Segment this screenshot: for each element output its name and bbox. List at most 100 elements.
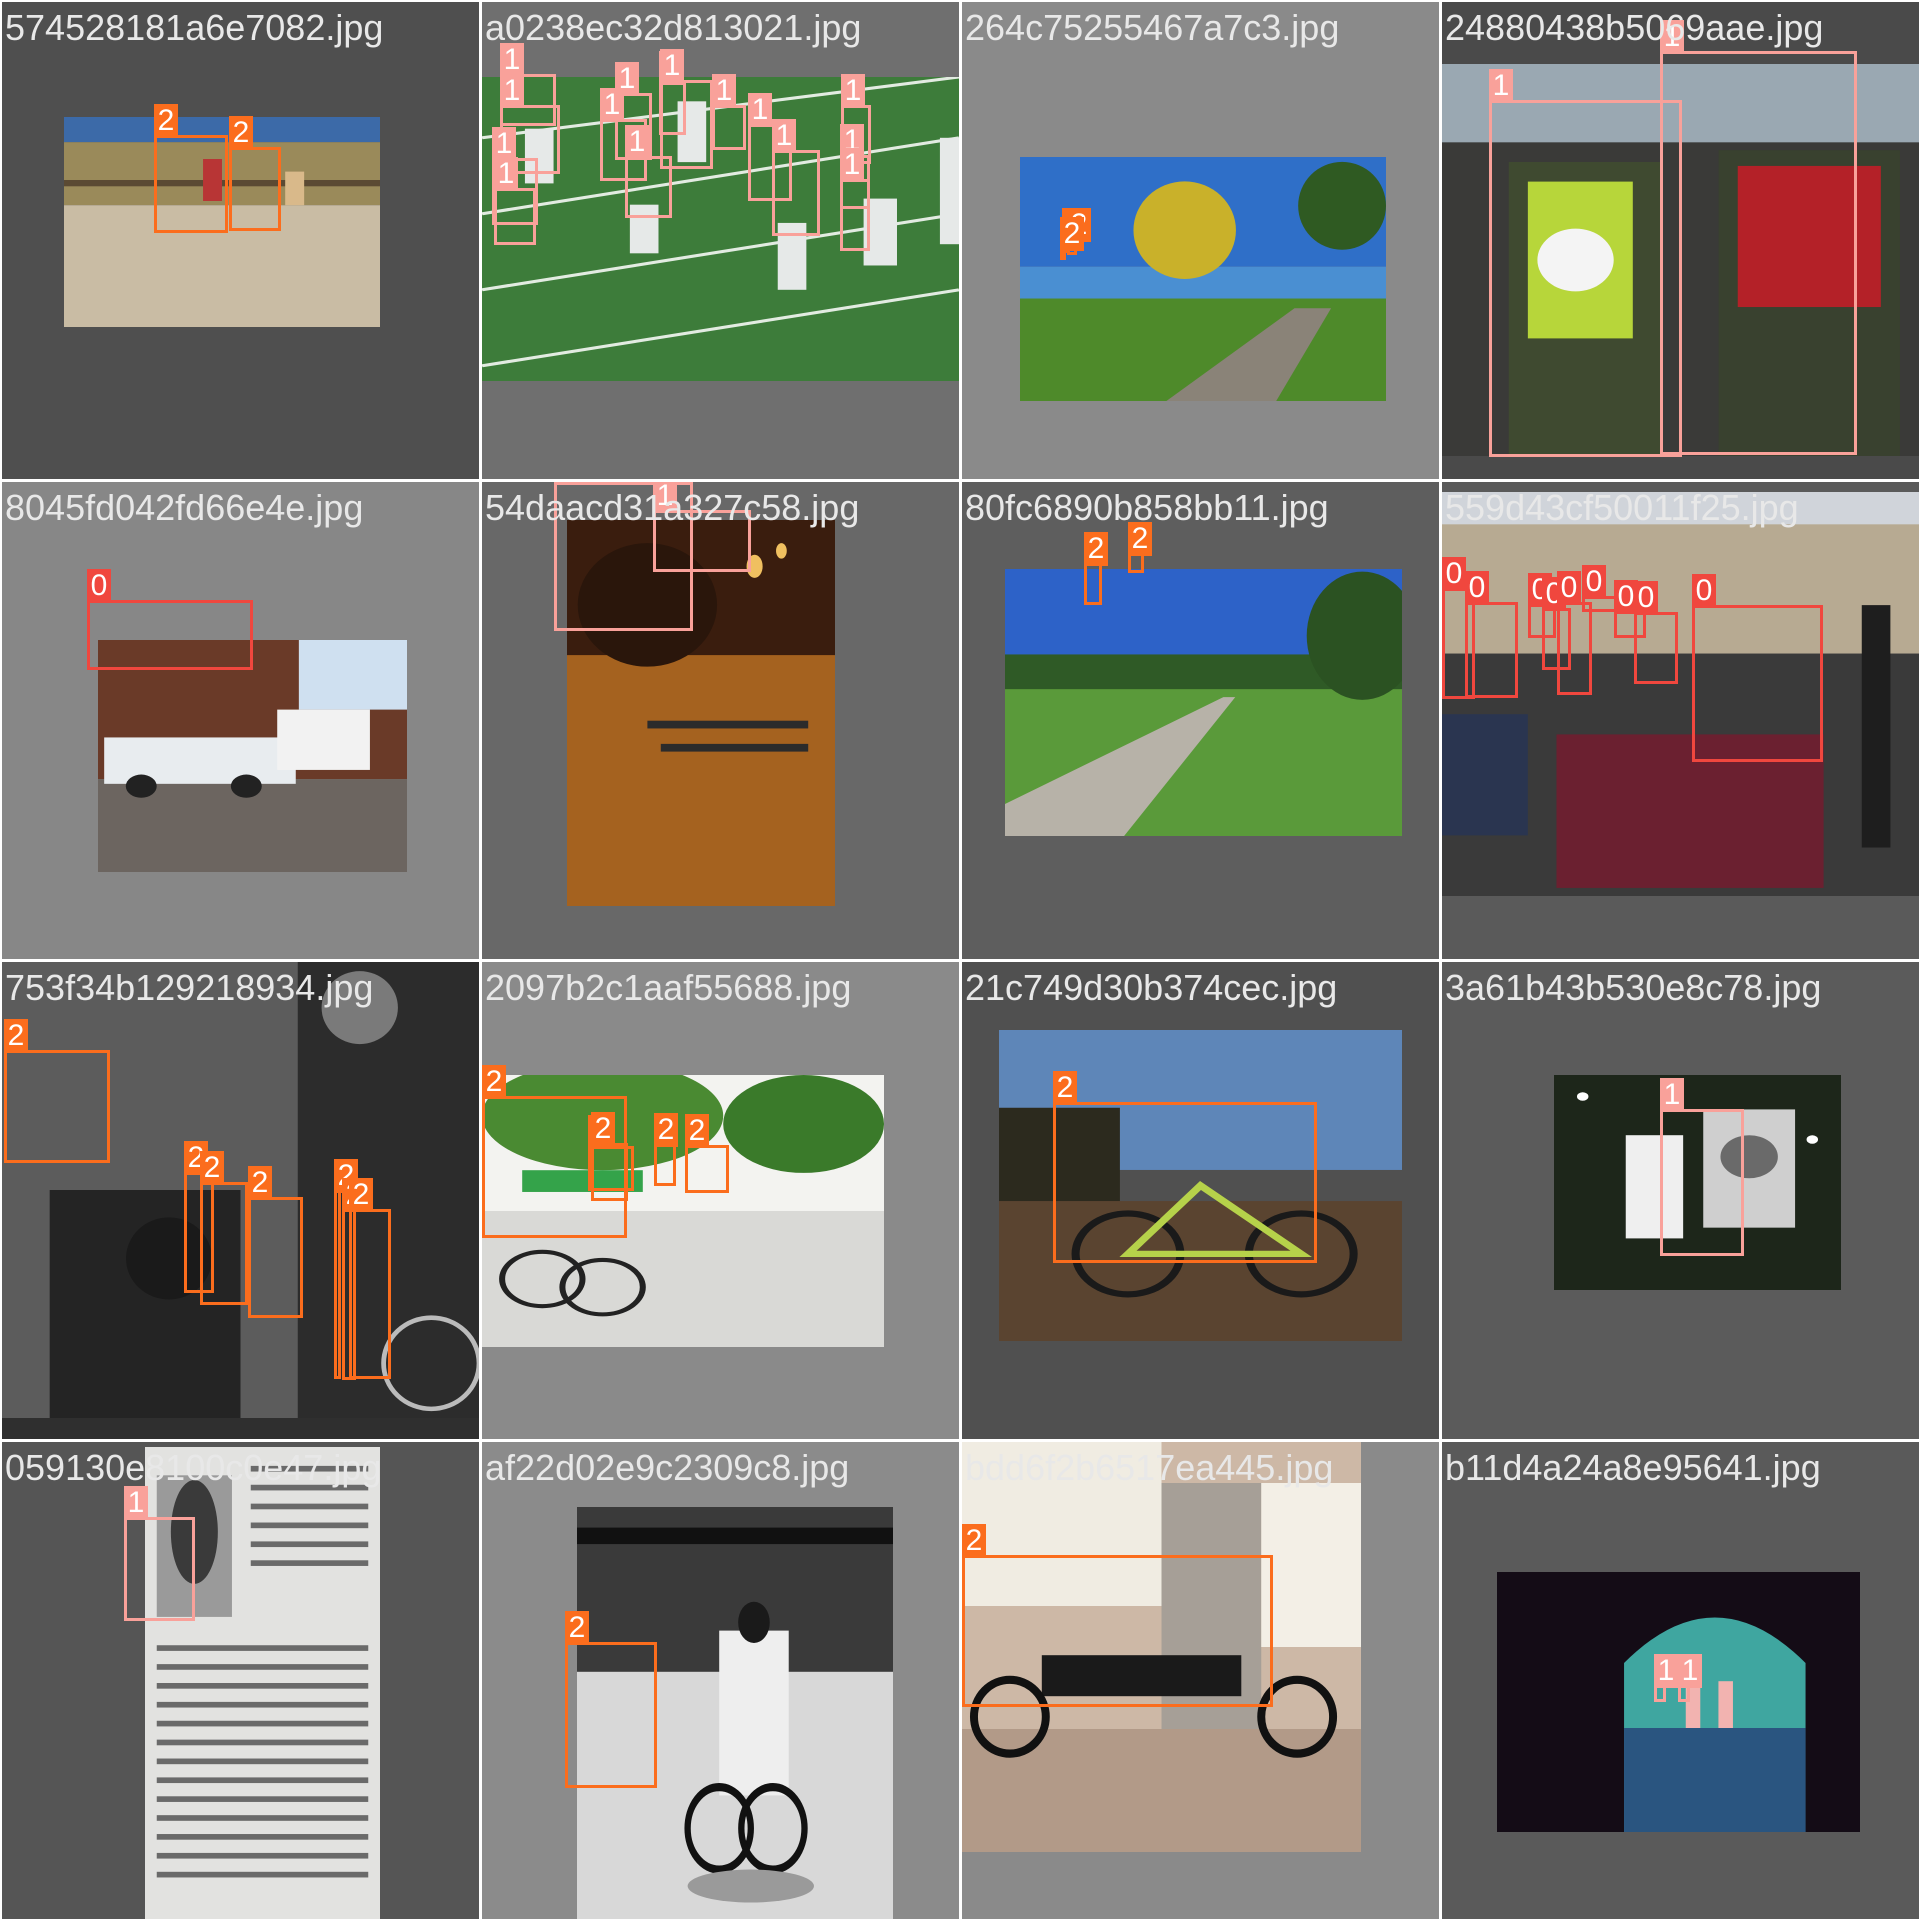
detection-box: 0: [1465, 571, 1518, 698]
photo-arch-tunnel: [1497, 1572, 1860, 1832]
photo-bw-bikes-crowd: [2, 962, 479, 1418]
tile-filename: 24880438b5069aae.jpg: [1445, 7, 1824, 48]
detection-box: 1: [1489, 69, 1682, 457]
tile-filename: 264c75255467a7c3.jpg: [965, 7, 1340, 48]
mosaic-tile: 574528181a6e7082.jpg 2 2: [2, 2, 479, 479]
detection-box: 2: [1060, 217, 1084, 260]
detection-box: 1: [653, 482, 751, 572]
mosaic-tile: af22d02e9c2309c8.jpg 2: [482, 1442, 959, 1919]
detection-box: 2: [1084, 532, 1108, 605]
mosaic-tile: 21c749d30b374cec.jpg 2: [962, 962, 1439, 1439]
detection-box: 2: [349, 1178, 391, 1379]
detection-box: 1: [492, 127, 538, 225]
class-label: 2: [200, 1151, 224, 1185]
class-label: 1: [1660, 1078, 1684, 1112]
class-label: 2: [229, 116, 253, 150]
class-label: 0: [87, 569, 111, 603]
photo-dinner-table: [567, 520, 835, 906]
detection-box: 2: [248, 1166, 303, 1318]
mosaic-tile: bdd6f2b6517ea445.jpg 2: [962, 1442, 1439, 1919]
class-label: 2: [1060, 217, 1084, 251]
class-label: 0: [1465, 571, 1489, 605]
class-label: 0: [1582, 565, 1606, 599]
class-label: 1: [1489, 69, 1513, 103]
tile-filename: a0238ec32d813021.jpg: [485, 7, 862, 48]
tile-filename: 80fc6890b858bb11.jpg: [965, 487, 1329, 528]
detection-box: 2: [1053, 1071, 1317, 1263]
detection-box: 2: [200, 1151, 248, 1305]
detection-box: 0: [1634, 581, 1678, 684]
detection-box: 1: [625, 125, 672, 218]
detection-box: 2: [685, 1114, 729, 1193]
tile-filename: 559d43cf50011f25.jpg: [1445, 487, 1799, 528]
class-label: 1: [500, 74, 524, 108]
detection-box: 0: [87, 569, 253, 670]
detection-box: 1: [1654, 1654, 1678, 1702]
class-label: 1: [1678, 1654, 1702, 1688]
detection-box: 2: [4, 1019, 110, 1163]
class-label: 1: [653, 482, 677, 513]
detection-box: 2: [962, 1524, 1273, 1707]
tile-filename: 8045fd042fd66e4e.jpg: [5, 487, 364, 528]
class-label: 1: [500, 43, 524, 77]
class-label: 2: [248, 1166, 272, 1200]
tile-filename: af22d02e9c2309c8.jpg: [485, 1447, 850, 1488]
class-label: 1: [492, 127, 516, 161]
class-label: 2: [565, 1611, 589, 1645]
class-label: 1: [660, 49, 684, 83]
detection-box: 1: [494, 157, 536, 245]
detection-box: 1: [1660, 1078, 1744, 1256]
photo-football-field: [482, 77, 959, 381]
tile-filename: b11d4a24a8e95641.jpg: [1445, 1447, 1821, 1488]
class-label: 1: [124, 1486, 148, 1520]
class-label: 2: [349, 1178, 373, 1212]
detection-box: 1: [1660, 20, 1857, 455]
detection-box: 1: [840, 148, 870, 251]
mosaic-tile: 24880438b5069aae.jpg 1 1: [1442, 2, 1919, 479]
mosaic-tile: 059130e8100c0e47.jpg 1: [2, 1442, 479, 1919]
mosaic-tile: 54daacd31a327c58.jpg 1 1: [482, 482, 959, 959]
detection-box: 2: [591, 1112, 628, 1201]
tile-filename: 54daacd31a327c58.jpg: [485, 487, 860, 528]
class-label: 2: [1128, 522, 1152, 556]
class-label: 2: [482, 1065, 506, 1099]
detection-box: 1: [660, 49, 713, 169]
class-label: 1: [615, 62, 639, 96]
class-label: 0: [1692, 574, 1716, 608]
mosaic-tile: 3a61b43b530e8c78.jpg 1: [1442, 962, 1919, 1439]
photo-park-path: [1005, 569, 1402, 836]
class-label: 1: [748, 93, 772, 127]
class-label: 2: [685, 1114, 709, 1148]
class-label: 0: [1557, 571, 1581, 605]
tile-filename: bdd6f2b6517ea445.jpg: [965, 1447, 1334, 1488]
class-label: 1: [840, 148, 864, 182]
class-label: 1: [554, 482, 578, 485]
detection-box: 0: [1692, 574, 1823, 762]
class-label: 2: [4, 1019, 28, 1053]
class-label: 2: [154, 104, 178, 138]
mosaic-tile: a0238ec32d813021.jpg 111111111111111: [482, 2, 959, 479]
tile-filename: 21c749d30b374cec.jpg: [965, 967, 1338, 1008]
detection-box: 1: [841, 74, 871, 164]
class-label: 1: [494, 157, 518, 191]
class-label: 0: [1634, 581, 1658, 615]
detection-box: 2: [654, 1113, 678, 1186]
detection-box: 2: [565, 1611, 657, 1788]
tile-filename: 574528181a6e7082.jpg: [5, 7, 384, 48]
class-label: 2: [1084, 532, 1108, 566]
detection-box: 2: [334, 1159, 358, 1379]
mosaic-tile: 264c75255467a7c3.jpg 222: [962, 2, 1439, 479]
detection-box: 0: [1557, 571, 1592, 695]
class-label: 1: [1660, 20, 1684, 54]
detection-box: 1: [500, 43, 556, 126]
photo-lake-park: [1020, 157, 1386, 401]
class-label: 1: [772, 119, 796, 153]
detection-box: 0: [1442, 557, 1475, 699]
tile-filename: 3a61b43b530e8c78.jpg: [1445, 967, 1822, 1008]
